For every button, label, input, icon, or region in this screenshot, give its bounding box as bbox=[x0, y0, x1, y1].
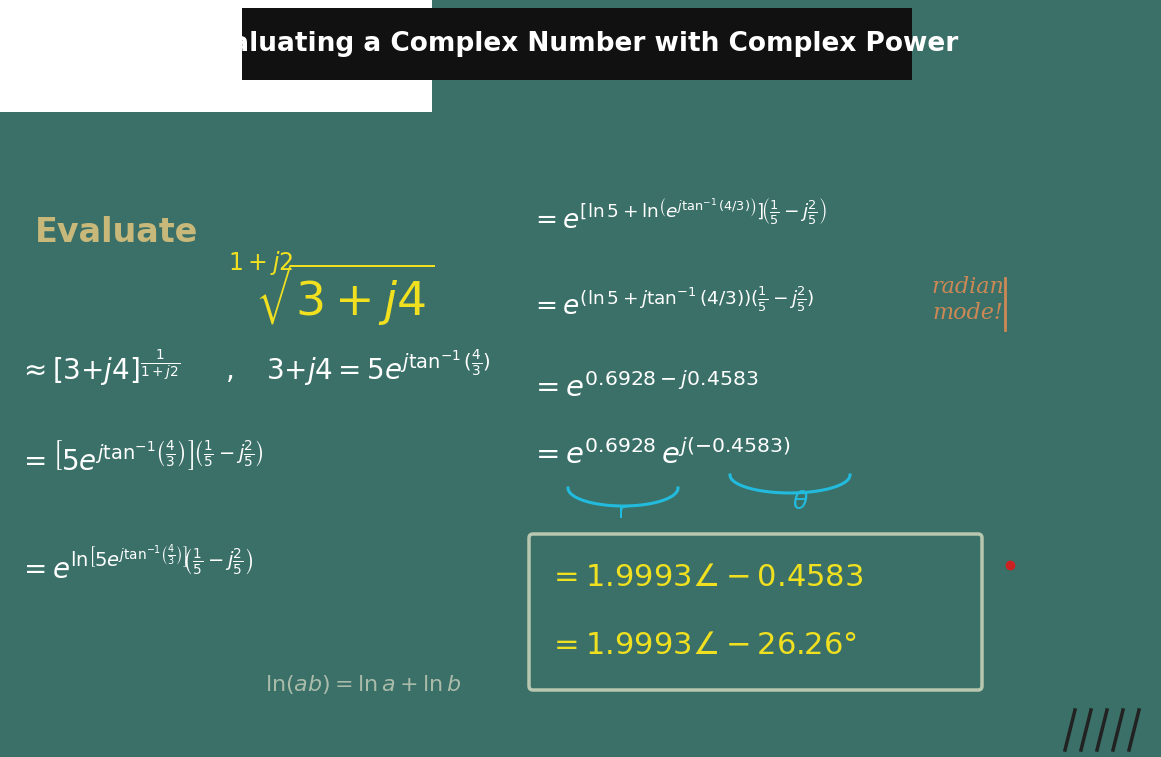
Text: $= e^{0.6928} \, e^{j(-0.4583)}$: $= e^{0.6928} \, e^{j(-0.4583)}$ bbox=[531, 440, 791, 470]
Text: Evaluate: Evaluate bbox=[35, 216, 199, 248]
Text: $,\quad 3{+}j4 = 5e^{j\tan^{-1}(\frac{4}{3})}$: $,\quad 3{+}j4 = 5e^{j\tan^{-1}(\frac{4}… bbox=[225, 348, 490, 388]
Text: $\approx [3{+}j4]^{\frac{1}{1+j2}}$: $\approx [3{+}j4]^{\frac{1}{1+j2}}$ bbox=[19, 348, 180, 388]
Bar bbox=[0, 0, 432, 112]
Text: $= 1.9993 \angle -26.26°$: $= 1.9993 \angle -26.26°$ bbox=[548, 631, 857, 659]
Text: $= \left[5e^{j\tan^{-1}\!\left(\frac{4}{3}\right)}\right]^{\!\left(\frac{1}{5}-j: $= \left[5e^{j\tan^{-1}\!\left(\frac{4}{… bbox=[19, 443, 264, 477]
Text: Evaluating a Complex Number with Complex Power: Evaluating a Complex Number with Complex… bbox=[196, 31, 958, 57]
Text: $= 1.9993 \angle -0.4583$: $= 1.9993 \angle -0.4583$ bbox=[548, 562, 864, 591]
Text: $\ln(ab) = \ln a + \ln b$: $\ln(ab) = \ln a + \ln b$ bbox=[265, 674, 462, 696]
Text: $= e^{\left[\ln 5 + \ln\!\left(e^{j\tan^{-1}(4/3)}\right)\right]\!\left(\frac{1}: $= e^{\left[\ln 5 + \ln\!\left(e^{j\tan^… bbox=[531, 201, 827, 235]
Text: $= e^{0.6928 - j0.4583}$: $= e^{0.6928 - j0.4583}$ bbox=[531, 372, 758, 403]
FancyBboxPatch shape bbox=[529, 534, 982, 690]
Bar bbox=[241, 8, 913, 80]
Text: $= e^{(\ln 5 + j\tan^{-1}(4/3))(\frac{1}{5} - j\frac{2}{5})}$: $= e^{(\ln 5 + j\tan^{-1}(4/3))(\frac{1}… bbox=[531, 288, 814, 321]
Text: radian
mode!: radian mode! bbox=[931, 276, 1004, 324]
Text: $\sqrt{3 + j4}$: $\sqrt{3 + j4}$ bbox=[255, 261, 434, 329]
Text: $= e^{\ln\!\left[5e^{j\tan^{-1}\!\left(\frac{4}{3}\right)}\right]\!\!\left(\frac: $= e^{\ln\!\left[5e^{j\tan^{-1}\!\left(\… bbox=[19, 546, 253, 584]
Text: $1+j2$: $1+j2$ bbox=[228, 249, 294, 277]
Text: $\theta$: $\theta$ bbox=[792, 490, 808, 514]
Text: r: r bbox=[619, 502, 628, 522]
